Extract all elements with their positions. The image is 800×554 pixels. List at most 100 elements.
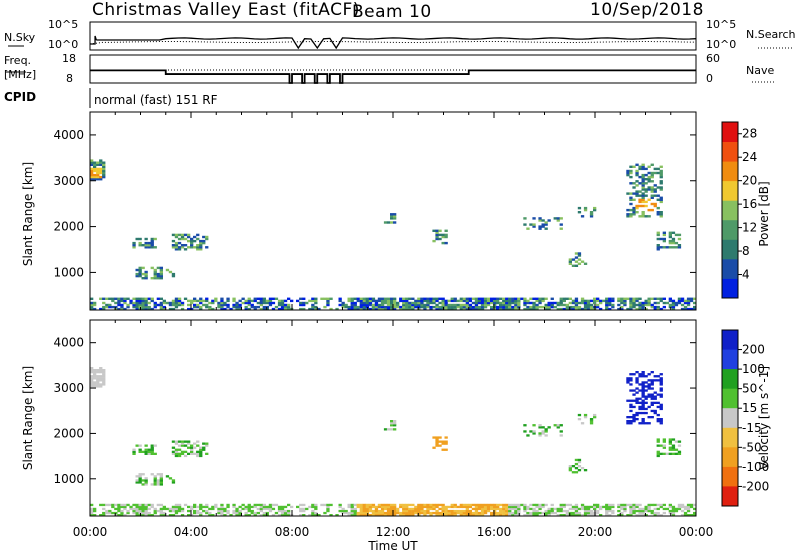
velocity-cell bbox=[393, 509, 397, 513]
power-cell bbox=[102, 165, 106, 168]
power-cell bbox=[650, 303, 654, 307]
power-colorbar-label: Power [dB] bbox=[757, 181, 771, 246]
velocity-cell bbox=[196, 511, 200, 515]
velocity-cell bbox=[144, 505, 148, 509]
power-cell bbox=[417, 303, 421, 307]
velocity-cell bbox=[450, 503, 454, 507]
power-cell bbox=[465, 301, 469, 305]
velocity-cell bbox=[535, 514, 539, 517]
velocity-cell bbox=[183, 444, 188, 447]
velocity-cell bbox=[93, 369, 97, 372]
velocity-cell bbox=[547, 426, 551, 429]
velocity-cell bbox=[523, 430, 527, 433]
velocity-cell bbox=[277, 507, 282, 511]
velocity-cell bbox=[247, 514, 251, 517]
velocity-cell bbox=[580, 503, 585, 507]
velocity-cell bbox=[187, 442, 191, 445]
power-cell bbox=[471, 301, 476, 305]
power-cell bbox=[220, 301, 224, 305]
power-cell bbox=[390, 305, 394, 309]
velocity-cell bbox=[177, 444, 182, 447]
power-cell bbox=[647, 208, 651, 212]
power-cell bbox=[347, 307, 351, 311]
power-cell bbox=[656, 171, 660, 175]
power-cell bbox=[532, 297, 536, 300]
power-cell bbox=[653, 305, 657, 309]
power-cell bbox=[220, 307, 224, 311]
velocity-cell bbox=[199, 448, 203, 451]
power-cell bbox=[620, 307, 624, 311]
velocity-cell bbox=[444, 507, 448, 511]
velocity-cell bbox=[583, 507, 588, 511]
velocity-cell bbox=[150, 446, 154, 449]
power-cell bbox=[635, 180, 639, 183]
velocity-cell bbox=[438, 436, 442, 439]
power-cell bbox=[656, 211, 660, 214]
power-cell bbox=[644, 173, 648, 177]
velocity-cell bbox=[638, 401, 642, 404]
velocity-cell bbox=[365, 503, 369, 507]
velocity-cell bbox=[129, 507, 133, 511]
velocity-cell bbox=[99, 385, 103, 388]
velocity-cell bbox=[593, 505, 597, 509]
velocity-cell bbox=[423, 505, 427, 509]
power-cell bbox=[471, 305, 476, 309]
power-cell bbox=[456, 303, 460, 307]
power-cell bbox=[196, 233, 200, 237]
power-cell bbox=[562, 307, 566, 311]
power-cell bbox=[150, 307, 154, 311]
velocity-cell bbox=[659, 505, 663, 509]
velocity-cell bbox=[641, 420, 645, 423]
velocity-cell bbox=[508, 509, 512, 513]
power-cell bbox=[644, 190, 648, 193]
velocity-cell bbox=[529, 430, 533, 433]
power-cell bbox=[550, 301, 554, 305]
power-cell bbox=[183, 297, 188, 300]
velocity-cell bbox=[402, 511, 406, 515]
velocity-cell bbox=[120, 503, 124, 507]
velocity-cell bbox=[659, 403, 663, 406]
velocity-cell bbox=[114, 511, 118, 515]
power-cell bbox=[408, 305, 412, 309]
velocity-cell bbox=[541, 426, 545, 429]
power-cell bbox=[544, 223, 548, 226]
velocity-cell bbox=[117, 505, 121, 509]
velocity-cell bbox=[99, 371, 103, 374]
power-cell bbox=[99, 163, 103, 166]
power-cell bbox=[608, 307, 612, 311]
power-cell bbox=[462, 303, 466, 307]
velocity-cell bbox=[99, 375, 103, 378]
velocity-cell bbox=[459, 503, 463, 507]
velocity-cell bbox=[196, 509, 200, 513]
power-cell bbox=[496, 307, 500, 311]
velocity-cell bbox=[432, 503, 436, 507]
power-cell bbox=[574, 303, 579, 307]
power-cell bbox=[626, 173, 630, 177]
colorbar-swatch bbox=[722, 486, 738, 507]
velocity-cell bbox=[147, 503, 151, 507]
power-cell bbox=[177, 301, 182, 305]
y-tick-label: 2000 bbox=[53, 220, 84, 234]
velocity-cell bbox=[435, 444, 439, 447]
velocity-cell bbox=[386, 505, 391, 509]
power-cell bbox=[141, 305, 145, 309]
x-tick-label: 00:00 bbox=[73, 525, 108, 539]
power-cell bbox=[656, 305, 660, 309]
velocity-cell bbox=[93, 375, 97, 378]
power-cell bbox=[459, 297, 463, 300]
velocity-cell bbox=[471, 511, 476, 515]
velocity-cell bbox=[589, 505, 594, 509]
velocity-cell bbox=[386, 507, 391, 511]
power-cell bbox=[247, 303, 251, 307]
velocity-cell bbox=[138, 448, 142, 451]
power-cell bbox=[368, 299, 373, 303]
power-cell bbox=[129, 301, 133, 305]
power-cell bbox=[177, 246, 182, 249]
power-cell bbox=[547, 307, 551, 311]
power-cell bbox=[493, 305, 497, 309]
velocity-cell bbox=[235, 509, 239, 513]
velocity-cell bbox=[511, 511, 515, 515]
velocity-cell bbox=[447, 505, 451, 509]
velocity-cell bbox=[114, 503, 118, 507]
velocity-cell bbox=[450, 514, 454, 517]
